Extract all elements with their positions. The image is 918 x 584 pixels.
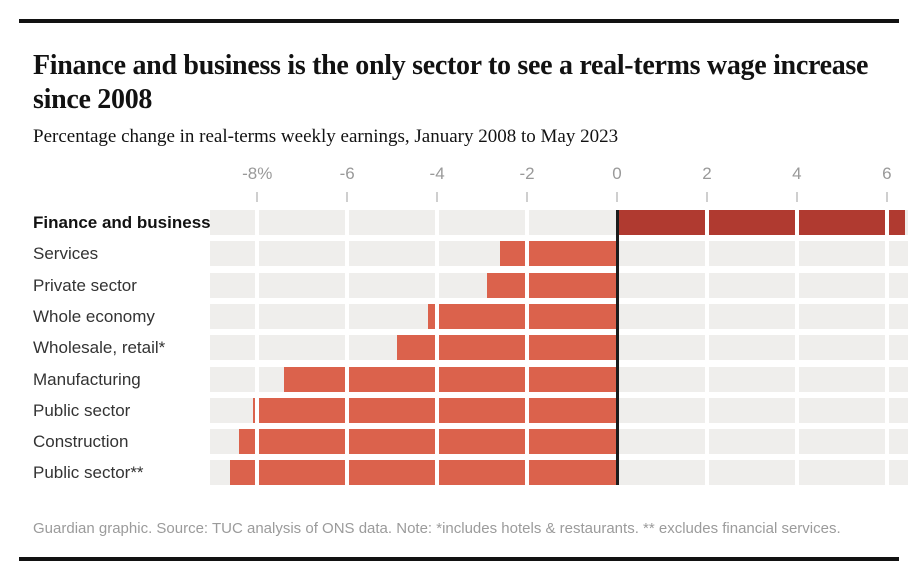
row-label: Construction xyxy=(33,432,129,452)
bar-negative xyxy=(428,303,618,329)
source-note: Guardian graphic. Source: TUC analysis o… xyxy=(33,520,841,537)
row-label: Public sector** xyxy=(33,463,144,483)
x-axis-tick-mark xyxy=(616,192,619,202)
x-axis-tick-mark xyxy=(885,192,888,202)
row-label: Public sector xyxy=(33,400,131,420)
x-axis-tick-mark xyxy=(705,192,708,202)
gridline xyxy=(794,210,799,486)
x-axis-tick-mark xyxy=(526,192,529,202)
x-axis-tick-mark xyxy=(795,192,798,202)
x-axis-tick-label: 2 xyxy=(702,164,712,183)
x-axis-tick-mark xyxy=(256,192,259,202)
gridline xyxy=(525,210,530,486)
bar-negative xyxy=(284,366,617,392)
x-axis-tick-label: 6 xyxy=(882,164,892,183)
gridline xyxy=(884,210,889,486)
bar-negative xyxy=(252,397,617,423)
x-axis-tick-label: -2 xyxy=(519,164,535,183)
row-label: Manufacturing xyxy=(33,369,141,389)
gridline xyxy=(435,210,440,486)
row-label: Wholesale, retail* xyxy=(33,338,166,358)
x-axis-tick-mark xyxy=(436,192,439,202)
x-axis-tick-label: -6 xyxy=(339,164,355,183)
gridline xyxy=(704,210,709,486)
bar-negative xyxy=(500,241,617,267)
x-axis-tick-mark xyxy=(346,192,349,202)
bar-positive xyxy=(617,210,905,235)
row-label: Services xyxy=(33,244,99,264)
row-label: Whole economy xyxy=(33,306,155,326)
bottom-rule xyxy=(19,557,899,561)
row-label: Finance and business xyxy=(33,213,211,232)
x-axis-tick-label: 0 xyxy=(612,164,622,183)
top-rule xyxy=(19,19,899,23)
x-axis-tick-label: -8% xyxy=(242,164,273,183)
row-label: Private sector xyxy=(33,275,137,295)
zero-baseline xyxy=(615,210,619,486)
bar-negative xyxy=(239,429,617,455)
x-axis-tick-label: -4 xyxy=(429,164,445,183)
gridline xyxy=(345,210,350,486)
bar-negative xyxy=(486,272,617,298)
bar-negative xyxy=(396,335,617,361)
gridline xyxy=(255,210,260,486)
chart-subtitle: Percentage change in real-terms weekly e… xyxy=(33,126,619,147)
x-axis-tick-label: 4 xyxy=(792,164,802,183)
page-title: Finance and business is the only sector … xyxy=(33,49,869,115)
bar-negative xyxy=(230,460,617,486)
